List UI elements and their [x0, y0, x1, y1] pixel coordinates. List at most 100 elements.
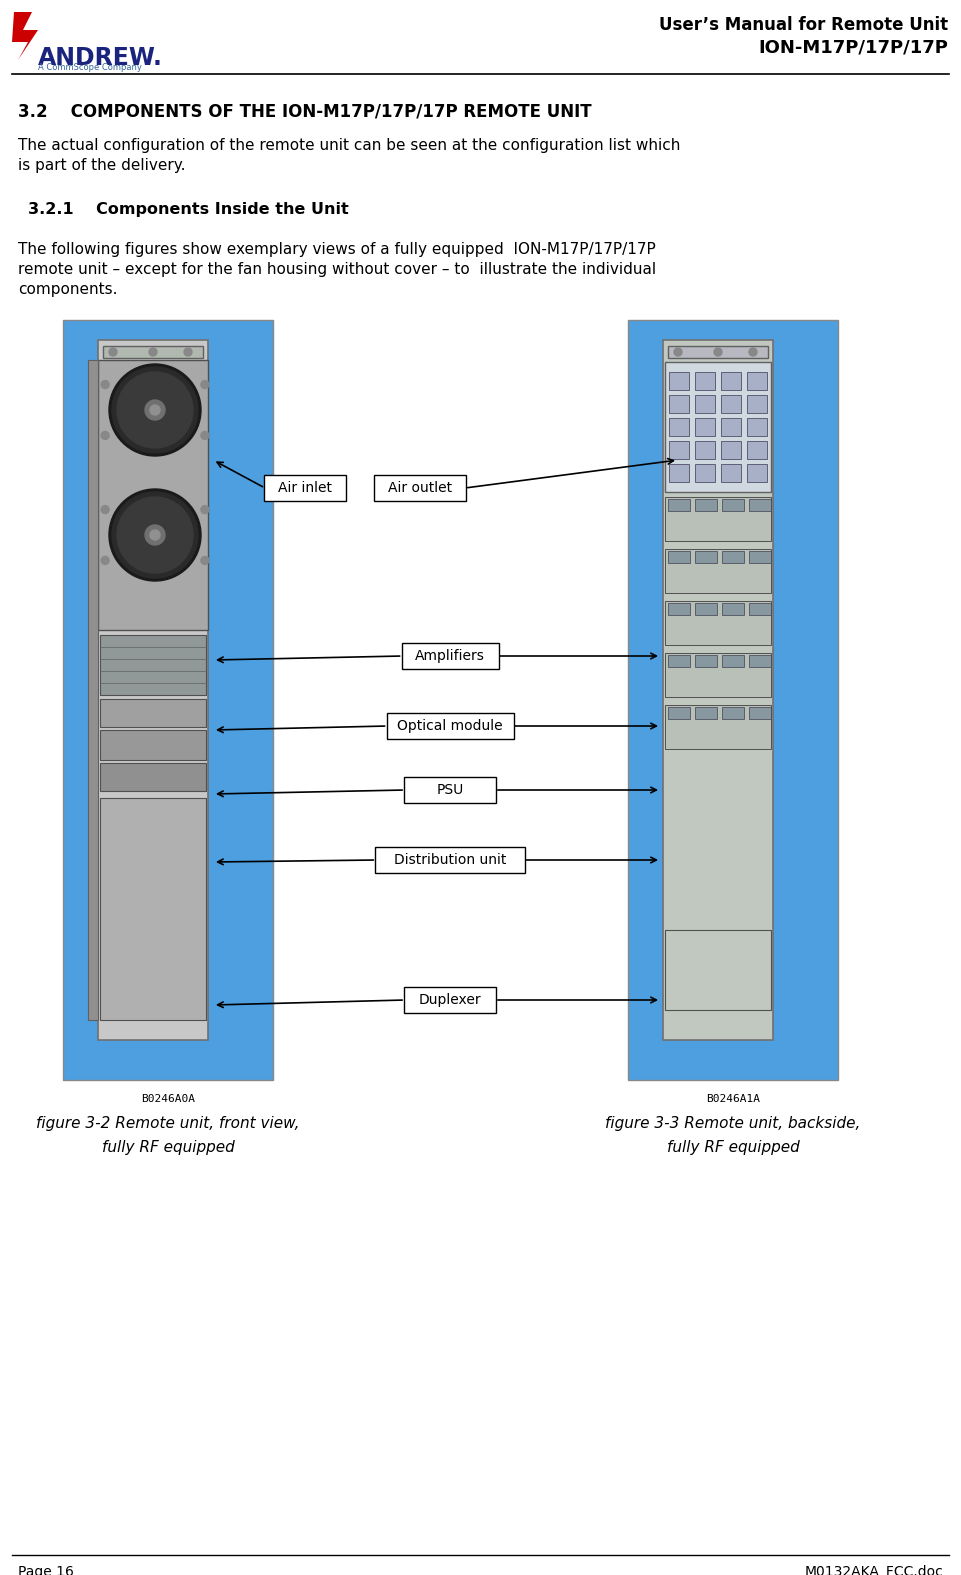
FancyBboxPatch shape	[665, 602, 771, 646]
FancyBboxPatch shape	[100, 762, 206, 791]
Text: remote unit – except for the fan housing without cover – to  illustrate the indi: remote unit – except for the fan housing…	[18, 261, 656, 277]
FancyBboxPatch shape	[747, 441, 767, 458]
Text: Amplifiers: Amplifiers	[415, 649, 485, 663]
Text: 3.2.1    Components Inside the Unit: 3.2.1 Components Inside the Unit	[28, 202, 349, 217]
Polygon shape	[160, 506, 188, 536]
Polygon shape	[151, 372, 165, 406]
Text: The following figures show exemplary views of a fully equipped  ION-M17P/17P/17P: The following figures show exemplary vie…	[18, 243, 655, 257]
Polygon shape	[125, 376, 155, 405]
Text: User’s Manual for Remote Unit: User’s Manual for Remote Unit	[659, 16, 948, 35]
FancyBboxPatch shape	[695, 417, 715, 436]
Circle shape	[145, 400, 165, 421]
FancyBboxPatch shape	[264, 476, 346, 501]
Text: A CommScope Company: A CommScope Company	[38, 63, 142, 72]
Circle shape	[674, 348, 682, 356]
FancyBboxPatch shape	[404, 988, 496, 1013]
FancyBboxPatch shape	[668, 707, 690, 720]
FancyBboxPatch shape	[100, 635, 206, 695]
Circle shape	[749, 348, 757, 356]
FancyBboxPatch shape	[749, 655, 771, 666]
Polygon shape	[117, 400, 151, 414]
Text: Page 16: Page 16	[18, 1566, 74, 1575]
Text: Air outlet: Air outlet	[388, 480, 452, 495]
FancyBboxPatch shape	[721, 395, 741, 413]
FancyBboxPatch shape	[402, 643, 499, 669]
Polygon shape	[12, 13, 38, 60]
Polygon shape	[144, 539, 160, 573]
FancyBboxPatch shape	[668, 499, 690, 510]
Text: Optical module: Optical module	[397, 720, 503, 732]
FancyBboxPatch shape	[747, 395, 767, 413]
Circle shape	[101, 506, 110, 513]
FancyBboxPatch shape	[749, 499, 771, 510]
Circle shape	[112, 491, 198, 578]
FancyBboxPatch shape	[668, 655, 690, 666]
FancyBboxPatch shape	[722, 655, 744, 666]
FancyBboxPatch shape	[386, 713, 513, 739]
FancyBboxPatch shape	[628, 320, 838, 1080]
FancyBboxPatch shape	[668, 346, 768, 358]
Text: ION-M17P/17P/17P: ION-M17P/17P/17P	[758, 38, 948, 57]
FancyBboxPatch shape	[665, 929, 771, 1010]
FancyBboxPatch shape	[669, 441, 689, 458]
FancyBboxPatch shape	[721, 465, 741, 482]
FancyBboxPatch shape	[668, 551, 690, 562]
FancyBboxPatch shape	[721, 372, 741, 391]
Text: is part of the delivery.: is part of the delivery.	[18, 158, 185, 173]
FancyBboxPatch shape	[695, 465, 715, 482]
FancyBboxPatch shape	[669, 465, 689, 482]
Circle shape	[109, 364, 201, 457]
FancyBboxPatch shape	[663, 340, 773, 1040]
FancyBboxPatch shape	[747, 372, 767, 391]
Circle shape	[201, 381, 209, 389]
Text: PSU: PSU	[436, 783, 463, 797]
FancyBboxPatch shape	[665, 498, 771, 540]
Polygon shape	[160, 406, 193, 421]
Polygon shape	[125, 502, 155, 529]
Text: figure 3-2 Remote unit, front view,: figure 3-2 Remote unit, front view,	[37, 1117, 300, 1131]
Text: Distribution unit: Distribution unit	[394, 854, 506, 866]
Circle shape	[201, 506, 209, 513]
Circle shape	[109, 348, 117, 356]
FancyBboxPatch shape	[375, 847, 525, 873]
FancyBboxPatch shape	[103, 346, 203, 358]
Circle shape	[145, 524, 165, 545]
FancyBboxPatch shape	[749, 707, 771, 720]
Circle shape	[109, 488, 201, 581]
Polygon shape	[160, 380, 188, 410]
FancyBboxPatch shape	[695, 372, 715, 391]
FancyBboxPatch shape	[695, 603, 717, 614]
Circle shape	[201, 556, 209, 564]
FancyBboxPatch shape	[695, 655, 717, 666]
FancyBboxPatch shape	[669, 372, 689, 391]
Text: Air inlet: Air inlet	[278, 480, 332, 495]
FancyBboxPatch shape	[665, 654, 771, 698]
Polygon shape	[122, 536, 149, 565]
FancyBboxPatch shape	[668, 603, 690, 614]
Circle shape	[112, 367, 198, 454]
Polygon shape	[155, 416, 185, 443]
FancyBboxPatch shape	[374, 476, 466, 501]
FancyBboxPatch shape	[100, 799, 206, 1021]
FancyBboxPatch shape	[749, 603, 771, 614]
Polygon shape	[144, 414, 160, 447]
Circle shape	[149, 348, 157, 356]
Circle shape	[184, 348, 192, 356]
Polygon shape	[155, 540, 185, 569]
Circle shape	[117, 498, 193, 573]
FancyBboxPatch shape	[98, 340, 208, 1040]
Text: B0246A1A: B0246A1A	[706, 1095, 760, 1104]
FancyBboxPatch shape	[722, 551, 744, 562]
Circle shape	[101, 381, 110, 389]
Text: ANDREW.: ANDREW.	[38, 46, 162, 69]
FancyBboxPatch shape	[747, 417, 767, 436]
FancyBboxPatch shape	[747, 465, 767, 482]
Text: Duplexer: Duplexer	[419, 992, 481, 1006]
FancyBboxPatch shape	[100, 699, 206, 728]
Text: fully RF equipped: fully RF equipped	[667, 1140, 800, 1154]
FancyBboxPatch shape	[404, 776, 496, 803]
Circle shape	[150, 405, 160, 414]
Circle shape	[117, 372, 193, 447]
FancyBboxPatch shape	[669, 417, 689, 436]
Polygon shape	[151, 498, 165, 531]
